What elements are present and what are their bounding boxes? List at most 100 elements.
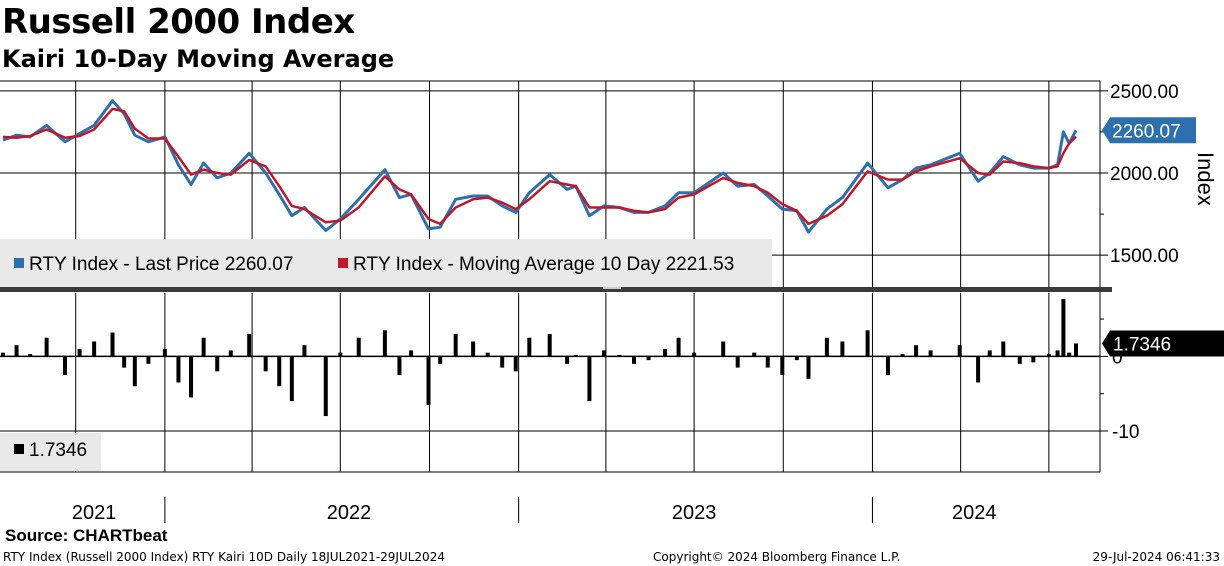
x-tick-label: 2021: [72, 502, 117, 524]
kairi-bar: [601, 350, 606, 357]
y-tick-label: 2500.00: [1110, 82, 1179, 103]
kairi-bar: [63, 356, 68, 376]
legend-label-moving-average: RTY Index - Moving Average 10 Day 2221.5…: [353, 254, 734, 275]
kairi-bar: [162, 348, 167, 357]
kairi-bar: [1, 352, 5, 357]
kairi-bar: [663, 348, 668, 357]
moving-average-line: [2, 107, 1077, 226]
legend-swatch-kairi: [14, 444, 24, 454]
footer-copyright: Copyright© 2024 Bloomberg Finance L.P.: [653, 550, 901, 564]
legend-box: [0, 239, 772, 287]
kairi-bar: [692, 352, 697, 357]
kairi-bar: [438, 356, 443, 364]
source-label: Source: CHARTbeat: [5, 526, 168, 545]
kairi-bar: [646, 356, 651, 361]
kairi-bar: [28, 354, 33, 357]
kairi-bar: [228, 350, 233, 357]
kairi-bar: [885, 356, 890, 376]
kairi-bar: [780, 356, 785, 376]
kairi-bar: [721, 341, 726, 357]
chart-subtitle: Kairi 10-Day Moving Average: [2, 45, 395, 73]
legend-label-kairi: 1.7346: [29, 440, 87, 461]
y-tick-label: 2000.00: [1110, 164, 1179, 185]
kairi-bar: [735, 356, 740, 368]
kairi-bar: [765, 356, 770, 368]
y-tick-label: 1500.00: [1110, 246, 1179, 267]
kairi-bar: [1046, 354, 1051, 357]
kairi-bar: [1074, 343, 1078, 357]
kairi-bar: [824, 337, 829, 357]
kairi-bar: [382, 330, 387, 357]
kairi-value-tag-label: 1.7346: [1113, 334, 1171, 355]
kairi-bar: [92, 341, 97, 357]
x-tick-label: 2023: [672, 502, 717, 524]
kairi-bar: [632, 356, 637, 364]
kairi-bar: [277, 356, 282, 387]
kairi-bar: [957, 345, 962, 357]
y-tick-label: 0: [1112, 347, 1123, 368]
kairi-bar: [794, 356, 799, 361]
y-tick-label: -10: [1112, 422, 1139, 443]
kairi-value-tag: [1102, 330, 1224, 357]
kairi-bar: [500, 356, 505, 368]
kairi-bar: [914, 345, 919, 357]
kairi-bar: [77, 348, 82, 357]
x-tick-label: 2024: [952, 502, 997, 524]
kairi-bar: [263, 356, 268, 372]
kairi-bar: [976, 356, 981, 383]
kairi-bar: [840, 341, 845, 357]
x-tick-label: 2022: [327, 502, 372, 524]
kairi-bar: [189, 356, 194, 398]
kairi-bar: [1017, 356, 1022, 364]
kairi-bar: [323, 356, 328, 417]
kairi-bar: [513, 356, 518, 372]
kairi-bar: [14, 345, 19, 357]
kairi-bar: [426, 356, 431, 405]
kairi-bar: [247, 334, 252, 357]
kairi-bar: [900, 354, 905, 357]
kairi-bar: [122, 356, 127, 368]
legend-swatch-moving-average: [338, 258, 348, 268]
kairi-bar: [806, 356, 811, 379]
kairi-bar: [547, 334, 552, 357]
panel-divider-handle[interactable]: [603, 286, 621, 289]
kairi-bar: [1055, 350, 1060, 357]
kairi-bar: [1061, 298, 1066, 357]
footer-description: RTY Index (Russell 2000 Index) RTY Kairi…: [3, 550, 445, 564]
kairi-bar: [1031, 356, 1036, 363]
kairi-bar: [338, 352, 343, 357]
kairi-bar: [676, 337, 681, 357]
kairi-bar: [565, 356, 570, 364]
kairi-bar: [397, 356, 402, 376]
kairi-bar: [215, 356, 220, 372]
kairi-bar: [110, 332, 115, 357]
kairi-bar: [132, 356, 137, 387]
kairi-bar: [176, 356, 181, 383]
last-price-tag: [1102, 117, 1196, 144]
kairi-bar: [485, 352, 490, 357]
kairi-bar: [752, 352, 757, 357]
kairi-bar: [201, 337, 206, 357]
kairi-bar: [409, 350, 414, 357]
kairi-bar: [302, 345, 307, 357]
kairi-bar: [1001, 341, 1006, 357]
chart-title: Russell 2000 Index: [2, 2, 355, 42]
kairi-bar: [865, 330, 870, 357]
kairi-bar: [289, 356, 294, 402]
last-price-line: [2, 99, 1078, 234]
y-axis-title: Index: [1193, 152, 1218, 206]
kairi-bar: [356, 337, 361, 357]
kairi-bar: [987, 350, 992, 357]
kairi-bar: [146, 356, 151, 364]
kairi-bar: [928, 350, 933, 357]
kairi-bar: [587, 356, 592, 402]
kairi-bar: [471, 341, 476, 357]
panel-divider[interactable]: [0, 287, 1112, 292]
kairi-bar: [1067, 352, 1072, 357]
legend-swatch-last-price: [14, 258, 24, 268]
kairi-bar: [44, 337, 49, 357]
kairi-bar: [527, 337, 532, 357]
last-price-tag-label: 2260.07: [1112, 121, 1181, 142]
kairi-bar: [453, 334, 458, 357]
